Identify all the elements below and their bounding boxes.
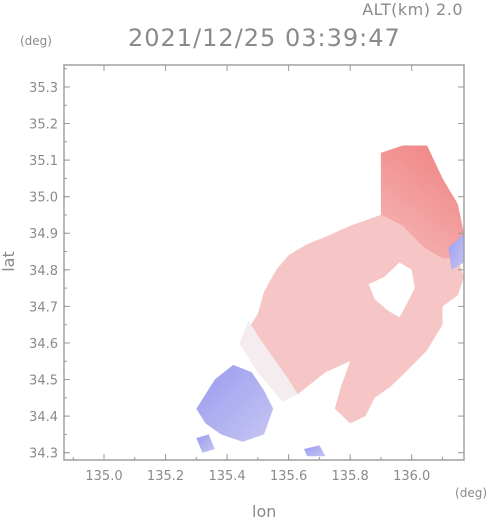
echo-region-negative	[196, 434, 215, 453]
x-tick-label: 135.2	[147, 469, 184, 484]
x-tick-label: 136.0	[393, 469, 430, 484]
y-tick-label: 34.7	[29, 300, 58, 315]
y-tick-label: 34.4	[29, 410, 58, 425]
altitude-label: ALT(km) 2.0	[362, 0, 463, 19]
y-axis-unit: (deg)	[20, 34, 52, 48]
echo-region-negative	[448, 233, 464, 270]
x-axis-title: lon	[252, 502, 277, 521]
y-tick-label: 35.1	[29, 154, 58, 169]
radar-echo-layer	[196, 145, 464, 457]
x-tick-label: 135.0	[85, 469, 122, 484]
echo-region-moderate-positive	[239, 215, 464, 424]
x-tick-label: 135.4	[208, 469, 245, 484]
y-tick-label: 35.2	[29, 118, 58, 133]
axis-ticks-layer: 135.0 135.2 135.4 135.6 135.8 136.0 34.3 34.4 34…	[29, 65, 464, 484]
echo-region-near-zero	[239, 321, 298, 402]
x-axis-unit: (deg)	[455, 486, 487, 500]
y-tick-label: 34.8	[29, 264, 58, 279]
y-tick-label: 34.3	[29, 447, 58, 462]
x-tick-label: 135.6	[270, 469, 307, 484]
echo-region-negative	[196, 364, 274, 442]
plot-frame	[63, 64, 465, 461]
echo-gap	[368, 262, 415, 318]
y-tick-label: 35.0	[29, 191, 58, 206]
y-tick-label: 34.5	[29, 374, 58, 389]
x-tick-label: 135.8	[332, 469, 369, 484]
echo-region-negative	[304, 445, 326, 457]
y-tick-label: 34.9	[29, 227, 58, 242]
timestamp-title: 2021/12/25 03:39:47	[128, 24, 401, 52]
y-tick-label: 35.3	[29, 81, 58, 96]
y-tick-label: 34.6	[29, 337, 58, 352]
